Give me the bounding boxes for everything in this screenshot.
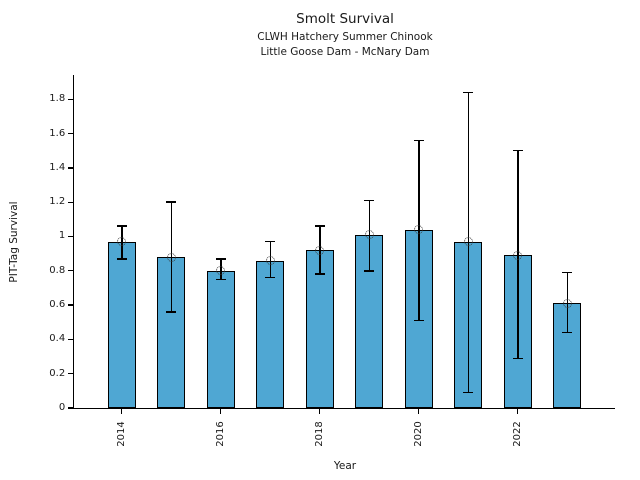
x-tick-2022 — [517, 409, 519, 415]
chart-title: Smolt Survival — [296, 11, 394, 27]
x-tick-2020 — [418, 409, 420, 415]
x-tick-label-2020: 2020 — [412, 421, 424, 447]
error-cap-bottom-2023 — [562, 331, 573, 334]
marker-2015 — [166, 252, 176, 262]
x-tick-label-2022: 2022 — [511, 421, 523, 447]
marker-2021 — [463, 237, 473, 247]
error-cap-bottom-2014 — [116, 258, 127, 260]
y-tick-label-0.8: 0.8 — [49, 264, 66, 276]
y-tick-1.2 — [68, 201, 74, 203]
error-cap-bottom-2016 — [215, 278, 226, 281]
y-axis-spine — [73, 75, 75, 408]
error-cap-top-2018 — [314, 225, 325, 227]
error-cap-bottom-2017 — [265, 276, 276, 279]
marker-2016 — [216, 266, 226, 276]
y-tick-label-1.6: 1.6 — [49, 127, 66, 139]
y-tick-label-1.8: 1.8 — [49, 93, 66, 105]
error-cap-bottom-2015 — [166, 311, 177, 313]
y-tick-0.6 — [68, 304, 74, 306]
error-cap-top-2016 — [215, 258, 226, 260]
marker-2020 — [414, 225, 424, 235]
marker-2022 — [513, 250, 523, 260]
error-cap-top-2015 — [166, 201, 177, 203]
marker-2014 — [117, 237, 127, 247]
x-tick-2018 — [319, 409, 321, 415]
error-cap-bottom-2019 — [364, 270, 375, 272]
error-cap-bottom-2018 — [314, 273, 325, 275]
y-tick-0.4 — [68, 338, 74, 341]
x-axis-label: Year — [333, 460, 357, 472]
y-tick-1.4 — [68, 167, 74, 169]
y-tick-0.8 — [68, 270, 74, 272]
y-tick-1.8 — [68, 98, 74, 100]
y-tick-0.2 — [68, 373, 74, 375]
bar-2017 — [256, 260, 285, 408]
error-cap-top-2022 — [512, 149, 523, 152]
error-cap-top-2014 — [116, 225, 127, 227]
error-cap-bottom-2020 — [413, 319, 424, 322]
marker-2018 — [315, 245, 325, 255]
y-tick-label-0: 0 — [58, 402, 66, 413]
x-tick-label-2014: 2014 — [115, 421, 127, 447]
y-tick-1.6 — [68, 132, 74, 135]
error-cap-bottom-2021 — [463, 391, 474, 394]
marker-2017 — [265, 256, 275, 265]
y-tick-label-0.2: 0.2 — [49, 367, 66, 379]
x-tick-2014 — [121, 409, 123, 415]
marker-2019 — [364, 230, 374, 240]
y-tick-1 — [68, 235, 74, 238]
chart-subtitle-reach: Little Goose Dam - McNary Dam — [260, 46, 430, 58]
error-cap-top-2020 — [413, 139, 424, 142]
y-tick-label-0.4: 0.4 — [49, 333, 66, 345]
error-cap-top-2019 — [364, 199, 375, 202]
error-cap-top-2021 — [463, 91, 474, 94]
y-tick-0 — [68, 407, 74, 409]
x-axis-spine — [73, 408, 615, 410]
error-cap-bottom-2022 — [512, 357, 523, 359]
y-tick-label-1.4: 1.4 — [49, 161, 66, 173]
error-cap-top-2017 — [265, 240, 276, 243]
bar-2014 — [107, 241, 136, 408]
y-tick-label-1: 1 — [58, 230, 66, 242]
y-tick-label-0.6: 0.6 — [49, 299, 66, 311]
bar-2016 — [206, 270, 235, 408]
y-tick-label-1.2: 1.2 — [49, 196, 66, 208]
error-cap-top-2023 — [562, 271, 573, 274]
marker-2023 — [562, 298, 572, 308]
x-tick-label-2018: 2018 — [313, 421, 325, 447]
x-tick-2016 — [220, 409, 222, 415]
chart-subtitle-stock: CLWH Hatchery Summer Chinook — [257, 31, 433, 43]
x-tick-label-2016: 2016 — [214, 421, 226, 447]
